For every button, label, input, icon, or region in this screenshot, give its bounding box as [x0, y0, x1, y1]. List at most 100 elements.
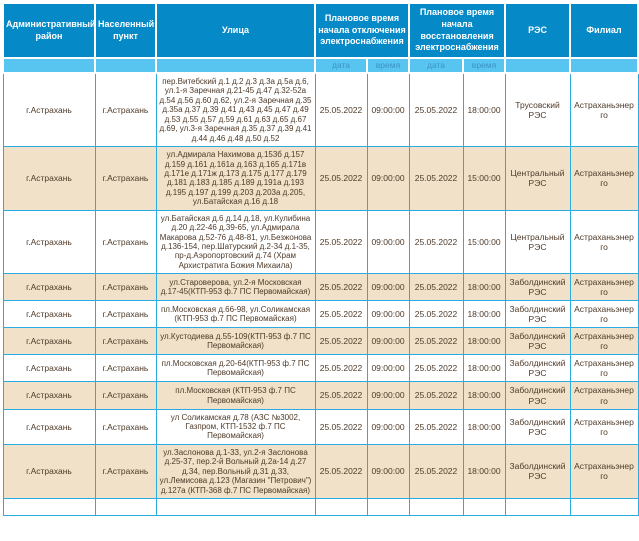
cell-settlement: г.Астрахань [94, 408, 157, 445]
cell-branch: Астраханьэнерго [569, 72, 639, 148]
cell-street: ул.Заслонова д.1-33, ул.2-я Заслонова д.… [155, 443, 316, 500]
cell-district: г.Астрахань [2, 300, 96, 329]
cell-on_date: 25.05.2022 [408, 273, 464, 302]
table-header: Административный район Населенный пункт … [2, 2, 639, 75]
cell-on_time: 18:00:00 [462, 443, 506, 500]
cell-empty [569, 498, 639, 517]
table-row: г.Астрахань г.Астрахань пл.Московская д.66… [2, 300, 639, 329]
col-header-district: Административный район [2, 2, 96, 59]
col-header-restore-group: Плановое время начала восстановления эле… [407, 2, 507, 59]
cell-on_date: 25.05.2022 [408, 381, 464, 410]
table-row: г.Астрахань г.Астрахань ул.Заслонова д.1-3… [2, 443, 639, 500]
cell-on_time: 18:00:00 [462, 354, 506, 383]
cell-on_time: 18:00:00 [462, 72, 506, 148]
cell-on_date: 25.05.2022 [408, 327, 464, 356]
subheader-empty-district [2, 56, 96, 75]
cell-settlement: г.Астрахань [94, 72, 157, 148]
col-header-street: Улица [155, 2, 316, 59]
subheader-row: дата время дата время [2, 56, 639, 75]
cell-off_time: 09:00:00 [366, 273, 410, 302]
cell-settlement: г.Астрахань [94, 381, 157, 410]
table-row: г.Астрахань г.Астрахань ул.Кустодиева д.55… [2, 327, 639, 356]
cell-empty [94, 498, 157, 517]
subheader-empty-res [504, 56, 572, 75]
cell-branch: Астраханьэнерго [569, 300, 639, 329]
subheader-empty-branch [569, 56, 639, 75]
cell-on_time: 18:00:00 [462, 381, 506, 410]
cell-branch: Астраханьэнерго [569, 209, 639, 275]
col-header-settlement: Населенный пункт [94, 2, 157, 59]
cell-on_time: 15:00:00 [462, 146, 506, 211]
cell-off_time: 09:00:00 [366, 354, 410, 383]
cell-empty [155, 498, 316, 517]
cell-on_time: 18:00:00 [462, 408, 506, 445]
cell-branch: Астраханьэнерго [569, 327, 639, 356]
cell-branch: Астраханьэнерго [569, 354, 639, 383]
cell-res: Заболдинский РЭС [504, 408, 571, 445]
cell-street: пл.Московская д.20-64(КТП-953 ф.7 ПС Пер… [155, 354, 316, 383]
cell-empty [2, 498, 96, 517]
table-row: г.Астрахань г.Астрахань ул.Староверова, ул… [2, 273, 639, 302]
table-row: г.Астрахань г.Астрахань пер.Витебский д.1 … [2, 72, 639, 148]
cell-settlement: г.Астрахань [94, 327, 157, 356]
cell-on_time: 18:00:00 [462, 273, 506, 302]
cell-res: Заболдинский РЭС [504, 327, 571, 356]
subheader-off-date: дата [314, 56, 368, 75]
cell-street: ул.Адмирала Нахимова д.153б д.157 д.159 … [155, 146, 316, 211]
table-row: г.Астрахань г.Астрахань ул Соликамская д.7… [2, 408, 639, 445]
cell-empty [314, 498, 368, 517]
table-row: г.Астрахань г.Астрахань ул.Адмирала Нахимо… [2, 146, 639, 211]
cell-street: пл.Московская д.66-98, ул.Соликамская (К… [155, 300, 316, 329]
col-header-res: РЭС [504, 2, 572, 59]
cell-off_time: 09:00:00 [366, 72, 410, 148]
cell-res: Центральный РЭС [504, 209, 571, 275]
cell-res: Заболдинский РЭС [504, 381, 571, 410]
cell-street: пл.Московская (КТП-953 ф.7 ПС Первомайск… [155, 381, 316, 410]
cell-off_time: 09:00:00 [366, 443, 410, 500]
subheader-empty-settlement [94, 56, 157, 75]
col-header-branch: Филиал [569, 2, 639, 59]
cell-district: г.Астрахань [2, 443, 96, 500]
cell-res: Центральный РЭС [504, 146, 571, 211]
cell-branch: Астраханьэнерго [569, 443, 639, 500]
cell-branch: Астраханьэнерго [569, 146, 639, 211]
cell-district: г.Астрахань [2, 408, 96, 445]
cell-settlement: г.Астрахань [94, 209, 157, 275]
cell-empty [408, 498, 464, 517]
cell-street: ул.Староверова, ул.2-я Московская д.17-4… [155, 273, 316, 302]
cell-on_time: 18:00:00 [462, 327, 506, 356]
header-row: Административный район Населенный пункт … [2, 2, 639, 59]
cell-on_date: 25.05.2022 [408, 209, 464, 275]
cell-settlement: г.Астрахань [94, 273, 157, 302]
subheader-off-time: время [366, 56, 410, 75]
cell-street: ул Соликамская д.78 (АЗС №3002, Газпром,… [155, 408, 316, 445]
cell-on_date: 25.05.2022 [408, 354, 464, 383]
cell-res: Заболдинский РЭС [504, 354, 571, 383]
cell-on_date: 25.05.2022 [408, 300, 464, 329]
cell-on_date: 25.05.2022 [408, 408, 464, 445]
cell-off_date: 25.05.2022 [314, 443, 368, 500]
cell-settlement: г.Астрахань [94, 300, 157, 329]
cell-off_date: 25.05.2022 [314, 327, 368, 356]
cell-off_time: 09:00:00 [366, 327, 410, 356]
cell-on_date: 25.05.2022 [408, 146, 464, 211]
cell-res: Заболдинский РЭС [504, 443, 571, 500]
col-header-outage-group: Плановое время начала отключения электро… [314, 2, 410, 59]
table-row: г.Астрахань г.Астрахань пл.Московская д.20… [2, 354, 639, 383]
cell-settlement: г.Астрахань [94, 443, 157, 500]
cell-branch: Астраханьэнерго [569, 408, 639, 445]
cell-off_date: 25.05.2022 [314, 381, 368, 410]
cell-district: г.Астрахань [2, 327, 96, 356]
cell-settlement: г.Астрахань [94, 146, 157, 211]
cell-district: г.Астрахань [2, 146, 96, 211]
outage-table-body: г.Астрахань г.Астрахань пер.Витебский д.1 … [2, 72, 639, 517]
table-row: г.Астрахань г.Астрахань ул.Батайская д.6 д… [2, 209, 639, 275]
cell-res: Трусовский РЭС [504, 72, 571, 148]
cell-off_time: 09:00:00 [366, 408, 410, 445]
cell-off_date: 25.05.2022 [314, 354, 368, 383]
cell-branch: Астраханьэнерго [569, 381, 639, 410]
cell-empty [366, 498, 410, 517]
cell-off_date: 25.05.2022 [314, 273, 368, 302]
cell-branch: Астраханьэнерго [569, 273, 639, 302]
outage-schedule-table-wrap: Административный район Населенный пункт … [2, 2, 639, 517]
